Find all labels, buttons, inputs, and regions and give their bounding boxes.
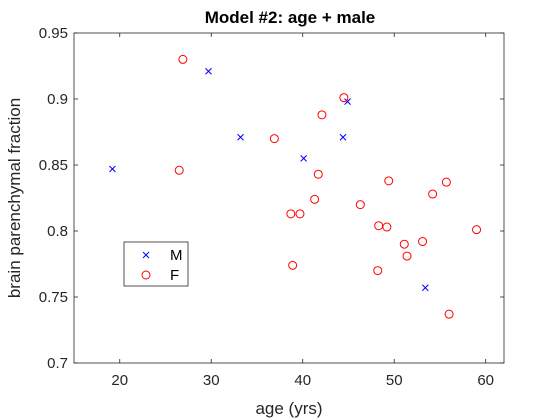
data-point-M bbox=[109, 165, 116, 173]
x-tick-label: 40 bbox=[294, 372, 311, 389]
data-point-F bbox=[444, 309, 454, 319]
x-tick-label: 20 bbox=[111, 372, 128, 389]
data-point-F bbox=[355, 200, 365, 210]
data-point-F bbox=[313, 169, 323, 179]
data-point-M bbox=[339, 133, 347, 141]
data-point-M bbox=[300, 155, 307, 162]
series-F bbox=[174, 54, 482, 319]
x-tick-label: 50 bbox=[386, 372, 403, 389]
legend-label-F: F bbox=[170, 267, 179, 284]
data-point-M bbox=[344, 98, 351, 105]
data-point-F bbox=[428, 189, 438, 199]
data-point-F bbox=[339, 93, 349, 103]
data-points bbox=[109, 54, 482, 319]
y-tick-label: 0.95 bbox=[39, 25, 68, 42]
y-tick-label: 0.9 bbox=[47, 91, 68, 108]
data-point-F bbox=[441, 177, 451, 187]
data-point-F bbox=[399, 239, 409, 249]
data-point-F bbox=[295, 209, 305, 219]
y-tick-label: 0.8 bbox=[47, 223, 68, 240]
data-point-M bbox=[421, 284, 429, 292]
y-tick-label: 0.7 bbox=[47, 355, 68, 372]
data-point-F bbox=[286, 209, 296, 219]
data-point-F bbox=[472, 225, 482, 235]
data-point-F bbox=[373, 266, 383, 276]
legend-marker-M bbox=[142, 251, 150, 259]
data-point-F bbox=[178, 54, 188, 64]
axis-ticks: 20 30 40 50 60 0.7 0.75 0.8 0.85 0.9 0.95 bbox=[39, 25, 504, 389]
data-point-F bbox=[317, 110, 327, 120]
x-tick-label: 30 bbox=[203, 372, 220, 389]
data-point-M bbox=[205, 67, 212, 75]
data-point-M bbox=[237, 133, 244, 141]
data-point-F bbox=[418, 237, 428, 247]
data-point-F bbox=[288, 260, 298, 270]
data-point-F bbox=[382, 222, 392, 232]
y-axis-label: brain parenchymal fraction bbox=[5, 98, 24, 298]
y-tick-label: 0.85 bbox=[39, 157, 68, 174]
legend-box bbox=[123, 241, 189, 287]
y-tick-label: 0.75 bbox=[39, 289, 68, 306]
plot-area bbox=[73, 32, 505, 364]
data-point-F bbox=[269, 134, 279, 144]
data-point-F bbox=[402, 251, 412, 261]
x-tick-label: 60 bbox=[477, 372, 494, 389]
legend: MF bbox=[123, 241, 189, 287]
series-M bbox=[109, 67, 429, 292]
chart-title: Model #2: age + male bbox=[205, 8, 376, 27]
data-point-F bbox=[310, 194, 320, 204]
legend-label-M: M bbox=[170, 247, 183, 264]
x-axis-label: age (yrs) bbox=[255, 399, 322, 418]
data-point-F bbox=[174, 165, 184, 175]
data-point-F bbox=[384, 176, 394, 186]
legend-marker-F bbox=[141, 270, 151, 280]
